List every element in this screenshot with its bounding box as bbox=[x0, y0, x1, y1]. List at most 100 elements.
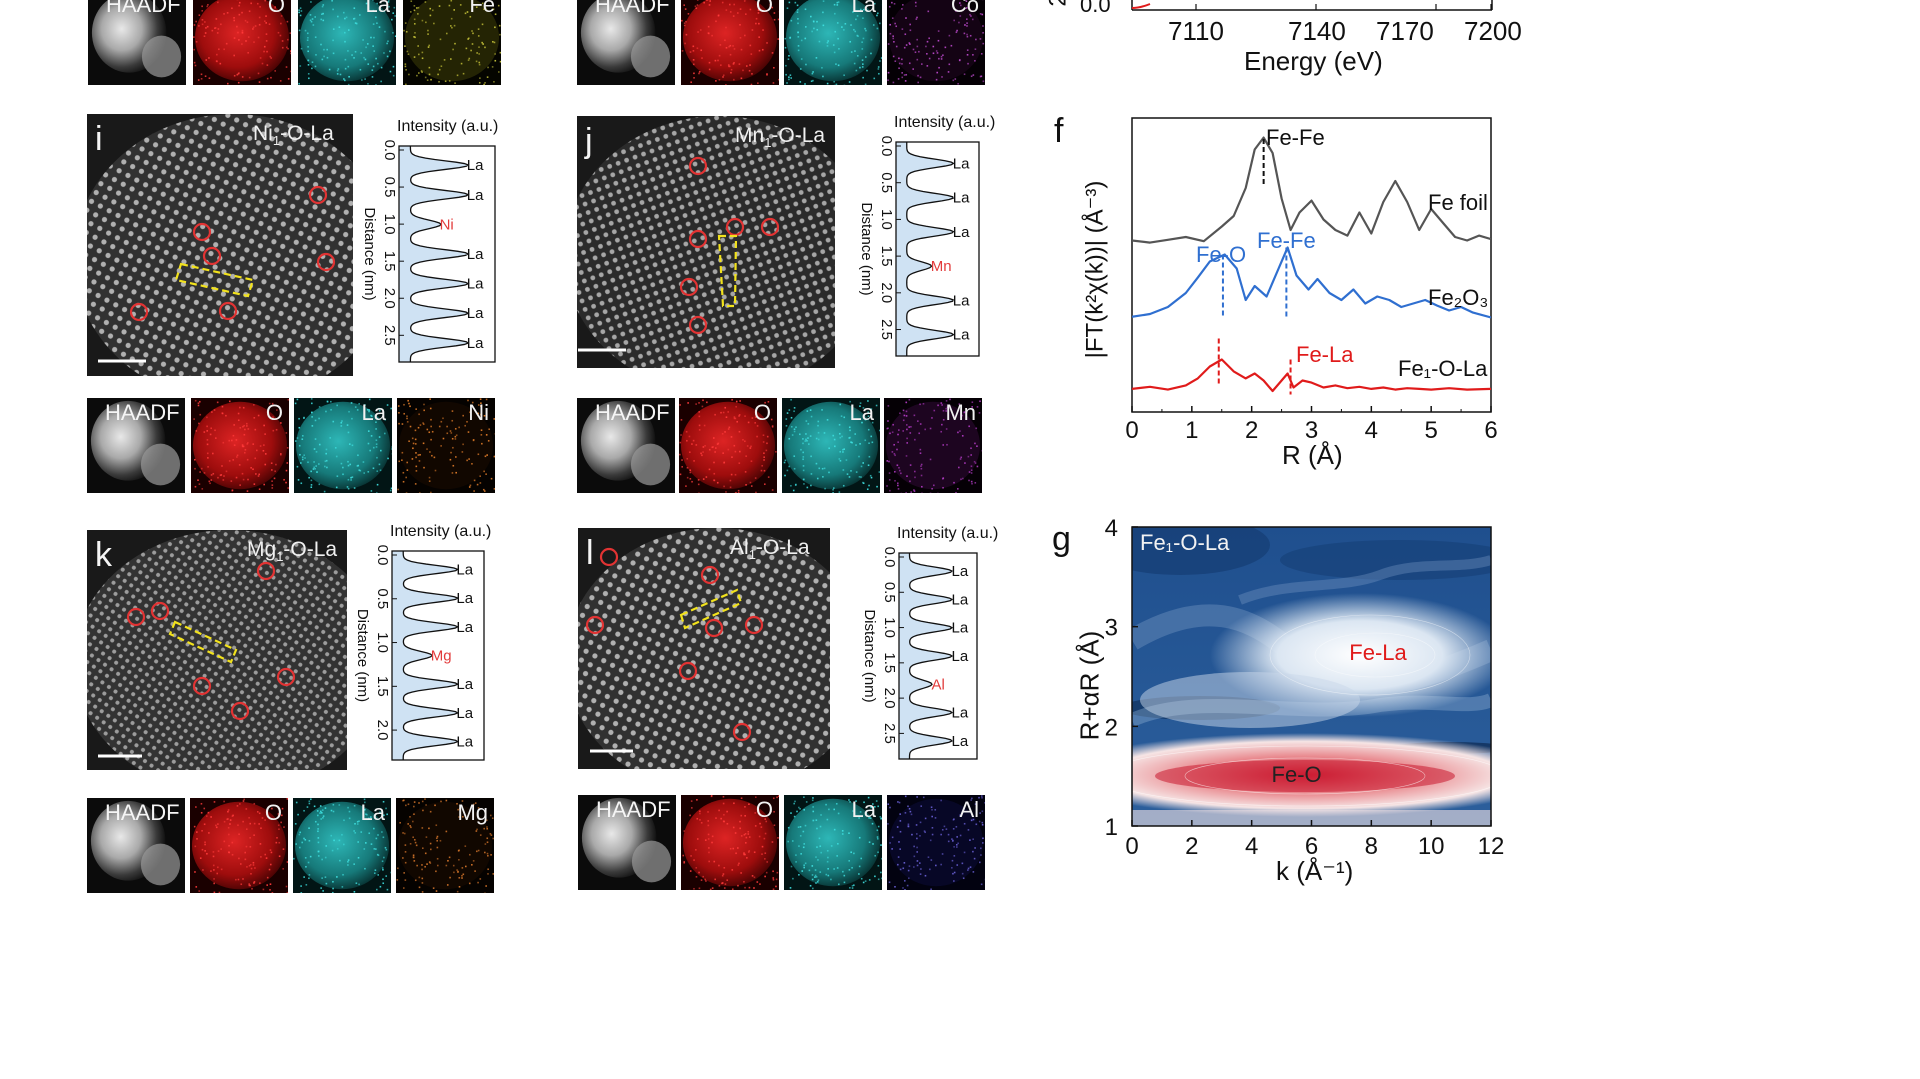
stem-title-subscript: 1 bbox=[748, 547, 756, 563]
panel-letter-l: l bbox=[586, 534, 594, 572]
x-tick-label: 12 bbox=[1478, 833, 1505, 860]
map-i-ni: Ni bbox=[397, 398, 495, 493]
profile-head-j: Intensity (a.u.) bbox=[894, 114, 996, 131]
panel-f-letter: f bbox=[1054, 112, 1064, 150]
panel-letter-j: j bbox=[585, 122, 593, 160]
map-j-la: La bbox=[782, 398, 880, 493]
top-right-map-co: Co bbox=[887, 0, 985, 85]
map-j-mn: Mn bbox=[884, 398, 982, 493]
y-tick-label: 3 bbox=[1105, 615, 1118, 642]
panel-e-y-fragment: 2 bbox=[1044, 0, 1072, 7]
stem-title-element: Al bbox=[730, 536, 749, 559]
map-l-o: O bbox=[681, 795, 779, 890]
series-line-0 bbox=[1132, 136, 1491, 244]
legend-fe-foil: Fe foil bbox=[1428, 190, 1488, 215]
map-label-co: Co bbox=[950, 0, 979, 17]
stem-title-rest: -O-La bbox=[280, 122, 334, 145]
map-label-la: La bbox=[360, 800, 385, 825]
annotation-fe-fe-oxide: Fe-Fe bbox=[1257, 228, 1316, 253]
map-j-o: O bbox=[679, 398, 777, 493]
x-tick-label: 0 bbox=[1125, 417, 1138, 444]
map-l-al: Al bbox=[887, 795, 985, 890]
top-right-map-haadf: HAADF bbox=[577, 0, 675, 85]
annotation-fe-la: Fe-La bbox=[1296, 342, 1354, 367]
map-label-mg: Mg bbox=[457, 800, 488, 825]
x-tick-label: 6 bbox=[1484, 417, 1497, 444]
panel-letter-i: i bbox=[95, 120, 103, 158]
y-tick-label: 2 bbox=[1105, 714, 1118, 741]
panel-f-xlabel: R (Å) bbox=[1282, 440, 1343, 470]
x-tick-label: 5 bbox=[1424, 417, 1437, 444]
map-label-la: La bbox=[849, 400, 874, 425]
panel-e-tick-3: 7170 bbox=[1376, 16, 1434, 46]
series-line-2 bbox=[1132, 358, 1491, 393]
panel-g-ylabel: R+αR (Å) bbox=[1074, 630, 1105, 741]
map-label-al: Al bbox=[959, 797, 979, 822]
panel-letter-k: k bbox=[95, 536, 112, 574]
map-i-haadf: HAADF bbox=[87, 398, 185, 493]
map-label-haadf: HAADF bbox=[105, 800, 180, 825]
map-label-mn: Mn bbox=[945, 400, 976, 425]
annotation-fe-fe-foil: Fe-Fe bbox=[1266, 125, 1325, 150]
legend-fe1-o-la: Fe₁-O-La bbox=[1398, 356, 1488, 381]
region-label-fe-o: Fe-O bbox=[1271, 762, 1322, 788]
stem-image-i bbox=[87, 114, 353, 376]
panel-g-title: Fe₁-O-La bbox=[1140, 530, 1230, 555]
x-tick-label: 2 bbox=[1245, 417, 1258, 444]
map-label-haadf: HAADF bbox=[596, 797, 671, 822]
map-label-o: O bbox=[265, 400, 283, 425]
x-tick-label: 10 bbox=[1418, 833, 1445, 860]
map-label-o: O bbox=[267, 0, 285, 17]
map-label-haadf: HAADF bbox=[106, 0, 181, 17]
panel-e-tick-1: 7110 bbox=[1168, 16, 1224, 46]
stem-title-l: Al1-O-La bbox=[730, 536, 810, 562]
stem-title-i: Ni1-O-La bbox=[253, 122, 334, 148]
annotation-fe-o: Fe-O bbox=[1196, 242, 1247, 267]
stem-title-element: Ni bbox=[253, 122, 273, 145]
panel-e-tick-2: 7140 bbox=[1288, 16, 1346, 46]
top-right-map-o: O bbox=[681, 0, 779, 85]
map-label-o: O bbox=[264, 800, 282, 825]
series-line-1 bbox=[1132, 246, 1491, 319]
map-label-fe: Fe bbox=[469, 0, 495, 17]
map-label-o: O bbox=[753, 400, 771, 425]
region-label-fe-la: Fe-La bbox=[1349, 639, 1407, 665]
map-label-o: O bbox=[755, 797, 773, 822]
map-label-la: La bbox=[365, 0, 390, 17]
map-l-haadf: HAADF bbox=[578, 795, 676, 890]
x-tick-label: 4 bbox=[1245, 833, 1258, 860]
panel-f-chart: 0 1 2 3 4 5 6 bbox=[1125, 117, 1498, 444]
panel-g-letter: g bbox=[1052, 520, 1071, 558]
x-tick-label: 6 bbox=[1305, 833, 1318, 860]
legend-fe2o3: Fe₂O₃ bbox=[1428, 285, 1489, 310]
stem-image-l bbox=[578, 528, 830, 769]
stem-image-j bbox=[577, 116, 835, 368]
profile-head-i: Intensity (a.u.) bbox=[397, 118, 499, 135]
map-label-haadf: HAADF bbox=[595, 0, 670, 17]
x-tick-label: 1 bbox=[1185, 417, 1198, 444]
profile-head-l: Intensity (a.u.) bbox=[897, 525, 999, 542]
panel-e-tick-4: 7200 bbox=[1464, 16, 1522, 46]
stem-title-rest: -O-La bbox=[771, 124, 826, 147]
map-label-la: La bbox=[851, 0, 876, 17]
x-tick-label: 3 bbox=[1305, 417, 1318, 444]
x-tick-label: 0 bbox=[1125, 833, 1138, 860]
stem-image-k bbox=[87, 530, 347, 770]
map-j-haadf: HAADF bbox=[577, 398, 675, 493]
x-tick-label: 8 bbox=[1365, 833, 1378, 860]
map-i-la: La bbox=[294, 398, 392, 493]
map-k-la: La bbox=[293, 798, 391, 893]
stem-title-rest: -O-La bbox=[755, 536, 810, 559]
panel-e-xlabel: Energy (eV) bbox=[1244, 46, 1383, 76]
map-label-haadf: HAADF bbox=[105, 400, 180, 425]
stem-title-j: Mn1-O-La bbox=[735, 124, 825, 150]
stem-title-k: Mg1-O-La bbox=[247, 538, 337, 564]
map-l-la: La bbox=[784, 795, 882, 890]
top-left-map-la: La bbox=[298, 0, 396, 85]
stem-title-subscript: 1 bbox=[276, 549, 284, 565]
map-label-la: La bbox=[851, 797, 876, 822]
x-tick-label: 4 bbox=[1365, 417, 1378, 444]
top-left-map-fe: Fe bbox=[403, 0, 501, 85]
